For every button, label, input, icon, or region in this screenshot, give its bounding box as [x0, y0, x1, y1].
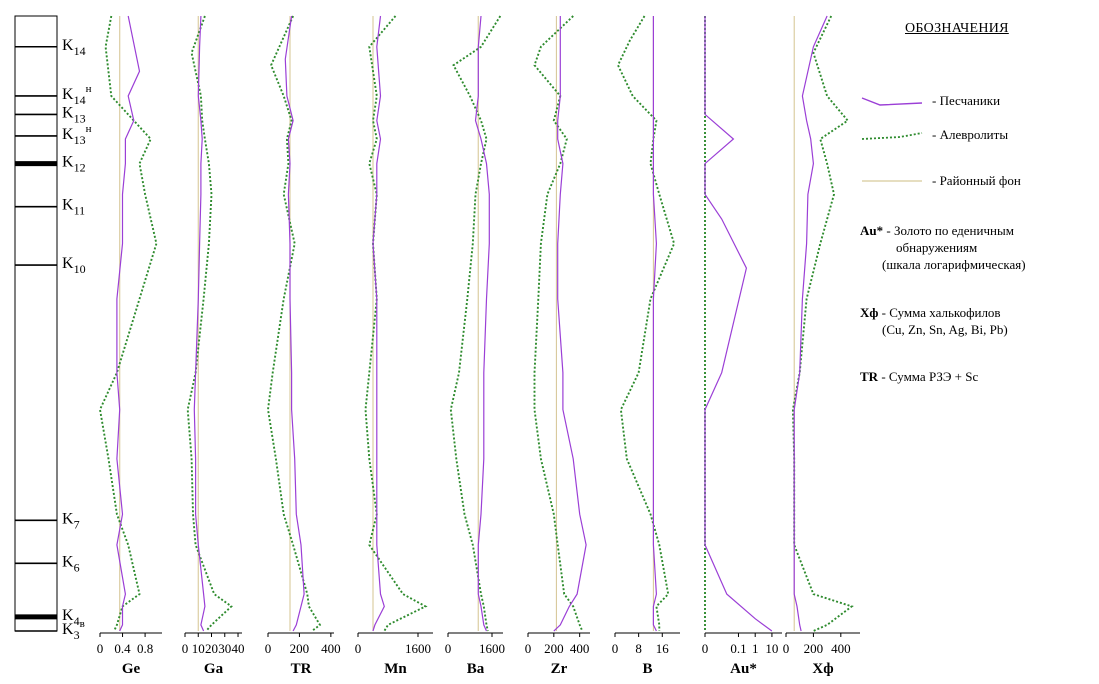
axis-name-Au*: Au*: [730, 661, 757, 677]
background-line-swatch: [862, 179, 922, 182]
siltstone-series-Ba: [449, 15, 502, 632]
axis-name-Zr: Zr: [551, 661, 568, 677]
au-text-2: обнаружениям: [896, 240, 978, 255]
legend-label-sandstone: - Песчаники: [932, 93, 1001, 108]
au-text-3: (шкала логарифмическая): [882, 257, 1026, 272]
tick-label: 10: [192, 641, 205, 656]
tick-label: 0: [97, 641, 104, 656]
tick-label: 400: [570, 641, 590, 656]
horizon-label: K6: [62, 553, 80, 574]
tick-label: 0: [612, 641, 619, 656]
sandstone-series-Au*: [704, 16, 773, 632]
tick-label: 30: [218, 641, 231, 656]
legend-title: ОБОЗНАЧЕНИЯ: [905, 21, 1009, 36]
siltstone-series-B: [616, 15, 676, 631]
xf-text-2: (Cu, Zn, Sn, Ag, Bi, Pb): [882, 322, 1008, 337]
horizon-label: K13: [62, 104, 86, 125]
sandstone-series-TR: [284, 15, 305, 632]
sandstone-series-Ga: [193, 15, 206, 632]
geochemical-profile-chart: K14 K14н K13 K13н K12 K11 K10 K7 K6 K4 K3в 0 0.4 0.8 G…: [14, 15, 860, 677]
horizon-label: K11: [62, 197, 85, 218]
sandstone-series-Ba: [474, 15, 490, 632]
axis-name-Ge: Ge: [122, 661, 141, 677]
tick-label: 0: [525, 641, 532, 656]
tr-key: TR: [860, 369, 879, 384]
siltstone-series-TR: [267, 15, 322, 632]
legend-item-background: - Районный фон: [860, 172, 1021, 189]
tick-label: 0.8: [137, 641, 153, 656]
axis-name-Ba: Ba: [467, 661, 485, 677]
xf-text-1: - Сумма халькофилов: [878, 305, 1001, 320]
axis-name-Xф: Xф: [812, 661, 833, 677]
horizon-label: K4: [62, 607, 80, 628]
tick-label: 40: [232, 641, 245, 656]
tick-label: 0: [265, 641, 272, 656]
legend-item-siltstone: - Алевролиты: [860, 126, 1008, 143]
tick-label: 8: [635, 641, 642, 656]
axis-name-B: B: [642, 661, 652, 677]
tick-label: 16: [656, 641, 670, 656]
horizon-label: K14: [62, 37, 86, 58]
legend-label-background: - Районный фон: [932, 173, 1021, 188]
sandstone-series-Mn: [372, 15, 385, 632]
siltstone-series-Zr: [533, 15, 584, 632]
tick-label: 200: [290, 641, 310, 656]
au-text-1: - Золото по еденичным: [883, 223, 1014, 238]
tick-label: 1600: [479, 641, 505, 656]
siltstone-series-Ga: [186, 15, 233, 632]
horizon-label: K3в: [62, 618, 85, 642]
tick-label: 0: [445, 641, 452, 656]
tick-label: 0.1: [730, 641, 746, 656]
tick-label: 0: [783, 641, 790, 656]
tick-label: 400: [831, 641, 851, 656]
tr-text-1: - Сумма РЗЭ + Sc: [878, 369, 979, 384]
tick-label: 20: [205, 641, 218, 656]
horizon-label: K10: [62, 255, 86, 276]
sandstone-line-swatch: [861, 96, 923, 106]
tick-label: 0: [702, 641, 709, 656]
tick-label: 0: [182, 641, 189, 656]
horizon-label: K13н: [62, 123, 92, 147]
horizon-label: K12: [62, 154, 86, 175]
legend-label-siltstone: - Алевролиты: [932, 127, 1009, 142]
tick-label: 200: [804, 641, 824, 656]
axis-name-Ga: Ga: [204, 661, 224, 677]
horizon-label: K14н: [62, 83, 92, 107]
legend-item-sandstone: - Песчаники: [860, 92, 1000, 109]
tick-label: 1600: [405, 641, 431, 656]
tick-label: 1: [752, 641, 759, 656]
legend-note-au: Au* - Золото по еденичным обнаружениям (…: [860, 222, 1026, 273]
siltstone-series-Ge: [99, 15, 158, 632]
tick-label: 0: [355, 641, 362, 656]
tick-label: 400: [321, 641, 341, 656]
strat-column: [14, 15, 58, 632]
tick-label: 200: [544, 641, 564, 656]
axis-name-Mn: Mn: [384, 661, 407, 677]
sandstone-series-Zr: [553, 16, 587, 632]
sandstone-series-Ge: [116, 15, 141, 632]
sandstone-series-Xф: [793, 15, 828, 632]
tick-label: 10: [765, 641, 778, 656]
siltstone-series-Xф: [791, 15, 854, 632]
legend-note-tr: TR - Сумма РЗЭ + Sc: [860, 368, 978, 385]
legend-note-xf: Xф - Сумма халькофилов (Cu, Zn, Sn, Ag, …: [860, 304, 1008, 338]
axis-name-TR: TR: [291, 661, 312, 677]
au-key: Au*: [860, 223, 884, 238]
tick-label: 0.4: [114, 641, 131, 656]
horizon-label: K7: [62, 510, 80, 531]
xf-key: Xф: [860, 305, 879, 320]
siltstone-line-swatch: [861, 131, 923, 140]
sandstone-series-B: [652, 16, 658, 632]
siltstone-series-Mn: [364, 15, 428, 632]
